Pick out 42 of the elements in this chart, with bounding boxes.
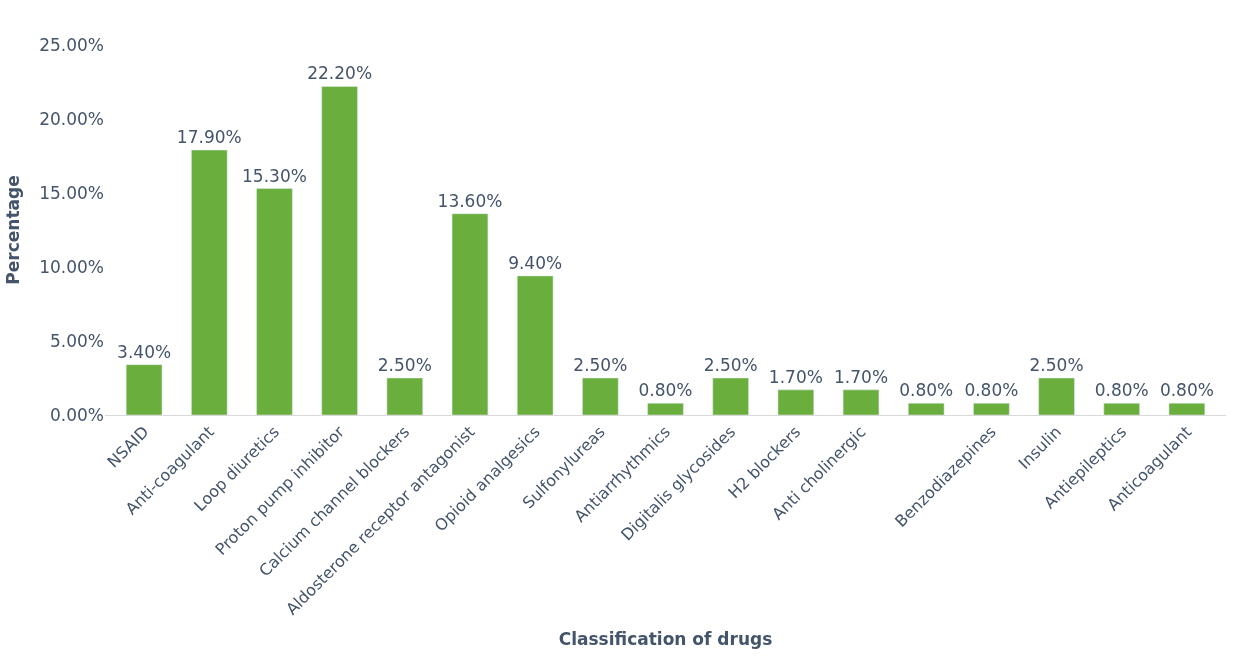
data-label: 0.80% — [1159, 380, 1214, 401]
bar — [908, 402, 945, 415]
bar — [191, 149, 228, 415]
bar — [451, 213, 489, 415]
y-tick-label: 20.00% — [39, 108, 104, 129]
data-label: 1.70% — [768, 366, 823, 387]
data-label: 22.20% — [307, 63, 373, 84]
data-label: 3.40% — [117, 341, 172, 362]
data-label: 2.50% — [703, 355, 758, 375]
bar — [1168, 402, 1206, 415]
data-label: 0.80% — [964, 380, 1019, 401]
data-label: 0.80% — [638, 380, 693, 401]
data-label: 2.50% — [1029, 355, 1084, 375]
data-label: 0.80% — [899, 380, 954, 401]
data-label: 17.90% — [176, 127, 242, 148]
bar — [256, 188, 293, 415]
bar — [516, 275, 554, 415]
y-tick-label: 5.00% — [49, 330, 104, 351]
data-label: 0.80% — [1094, 380, 1149, 401]
y-tick-label: 25.00% — [39, 34, 104, 55]
bar — [842, 389, 880, 415]
data-label: 2.50% — [377, 355, 432, 375]
bar — [1038, 377, 1075, 415]
data-label: 13.60% — [437, 190, 503, 211]
bar — [321, 86, 358, 415]
data-label: 9.40% — [508, 252, 563, 273]
y-tick-label: 0.00% — [49, 404, 104, 425]
bar — [973, 402, 1010, 415]
y-tick-label: 10.00% — [39, 256, 104, 277]
bar — [125, 364, 163, 415]
bar — [582, 377, 619, 415]
bar — [1103, 402, 1140, 415]
y-tick-label: 15.00% — [39, 182, 104, 203]
bar — [712, 377, 749, 415]
x-axis-title: Classification of drugs — [558, 628, 773, 649]
y-axis-title: Percentage — [2, 175, 23, 285]
data-label: 15.30% — [242, 165, 307, 186]
bar — [386, 377, 423, 415]
data-label: 1.70% — [834, 366, 889, 387]
data-label: 2.50% — [573, 355, 628, 375]
bar — [647, 402, 684, 415]
bar — [777, 389, 815, 415]
